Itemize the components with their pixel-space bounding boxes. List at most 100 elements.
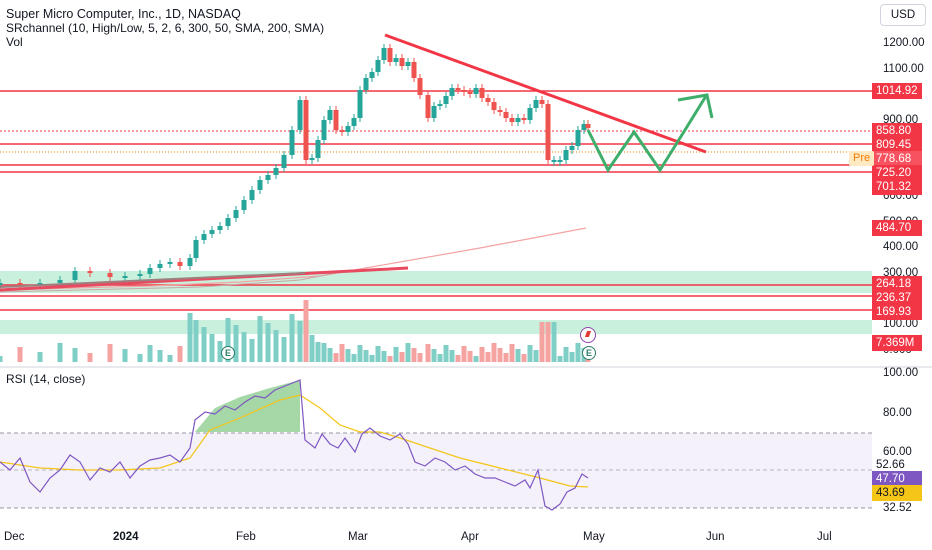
volume-bar xyxy=(363,350,369,362)
volume-bar xyxy=(87,353,93,362)
news-flash-icon[interactable] xyxy=(580,327,596,343)
rsi-tick: 80.00 xyxy=(883,407,912,419)
volume-indicator[interactable]: Vol xyxy=(6,35,23,49)
candle xyxy=(369,72,375,78)
projected-arrow-head xyxy=(677,93,714,119)
volume-bar xyxy=(479,347,485,362)
date-tick: Jul xyxy=(817,531,832,543)
candle xyxy=(209,230,215,234)
sr-channel-indicator[interactable]: SRchannel (10, High/Low, 5, 2, 6, 300, 5… xyxy=(6,21,325,35)
volume-bar xyxy=(289,314,295,362)
candle xyxy=(467,92,473,94)
candle xyxy=(387,48,393,62)
date-tick: May xyxy=(583,531,605,543)
volume-bar xyxy=(57,343,63,362)
earnings-icon[interactable]: E xyxy=(582,346,596,360)
volume-bar xyxy=(551,322,557,362)
chart-title[interactable]: Super Micro Computer, Inc., 1D, NASDAQ xyxy=(6,7,241,21)
rsi-label-52: 52.66 xyxy=(876,459,905,471)
price-tick: 1200.00 xyxy=(883,37,925,49)
volume-bar xyxy=(257,316,263,362)
candle xyxy=(257,180,263,190)
volume-bar xyxy=(411,348,417,362)
volume-bar xyxy=(345,349,351,362)
candle xyxy=(351,118,357,126)
date-tick: Dec xyxy=(4,531,25,543)
volume-bar xyxy=(265,323,271,362)
candle xyxy=(563,150,569,160)
candle xyxy=(521,118,527,120)
volume-bar xyxy=(281,337,287,362)
volume-bar xyxy=(467,351,473,362)
projected-path[interactable] xyxy=(586,95,708,173)
rsi-overbought-fill xyxy=(195,380,300,432)
volume-bar xyxy=(417,353,423,362)
volume-bar xyxy=(339,344,345,362)
candle xyxy=(455,88,461,90)
volume-bar xyxy=(315,342,321,362)
descending-trendline[interactable] xyxy=(384,33,707,154)
candle xyxy=(327,110,333,120)
rsi-label-43: 43.69 xyxy=(872,485,922,501)
volume-bar xyxy=(393,347,399,362)
candle xyxy=(289,130,295,155)
price-label-484: 484.70 xyxy=(872,220,922,236)
rising-trendline[interactable] xyxy=(0,266,409,292)
candle xyxy=(107,273,113,277)
date-tick: Jun xyxy=(706,531,725,543)
earnings-icon[interactable]: E xyxy=(221,346,235,360)
volume-bar xyxy=(369,355,375,362)
candle xyxy=(411,62,417,78)
volume-bar xyxy=(437,354,443,362)
volume-bar xyxy=(461,346,467,362)
volume-bar xyxy=(241,332,247,362)
volume-bar xyxy=(545,322,551,362)
rsi-title[interactable]: RSI (14, close) xyxy=(6,372,86,386)
candle xyxy=(233,210,239,218)
volume-bar xyxy=(521,354,527,362)
candle xyxy=(449,88,455,96)
volume-bar xyxy=(72,348,78,362)
candle xyxy=(515,118,521,122)
volume-bar xyxy=(167,355,173,362)
volume-bar xyxy=(563,347,569,362)
candle xyxy=(443,96,449,104)
candle xyxy=(461,90,467,92)
candle xyxy=(177,262,183,266)
volume-bar xyxy=(201,327,207,362)
candle xyxy=(425,95,431,118)
candle xyxy=(122,276,128,278)
volume-bar xyxy=(37,352,43,362)
price-label-778: 778.68 xyxy=(872,151,922,167)
date-tick: Feb xyxy=(236,531,256,543)
candle xyxy=(491,102,497,110)
candle xyxy=(201,234,207,240)
candle xyxy=(87,271,93,273)
volume-bar xyxy=(425,344,431,362)
volume-bar xyxy=(575,343,581,362)
candle xyxy=(137,274,143,276)
candle xyxy=(473,88,479,94)
rsi-tick: 32.52 xyxy=(883,502,912,514)
volume-bar xyxy=(107,344,113,362)
candle xyxy=(497,110,503,112)
volume-bar xyxy=(399,352,405,362)
volume-bar xyxy=(539,322,545,362)
candle xyxy=(297,100,303,130)
candle xyxy=(437,104,443,106)
volume-bar xyxy=(225,318,231,362)
volume-bar xyxy=(449,350,455,362)
candle xyxy=(303,100,309,160)
volume-bar xyxy=(217,341,223,362)
volume-bar xyxy=(157,350,163,362)
volume-bar xyxy=(137,354,143,362)
support-zone-lower xyxy=(0,320,872,334)
sma-200-line xyxy=(0,269,351,293)
volume-bar xyxy=(273,330,279,362)
volume-bar xyxy=(249,339,255,362)
volume-bar xyxy=(509,344,515,362)
volume-bar xyxy=(0,356,3,362)
volume-bar xyxy=(333,353,339,362)
currency-button[interactable]: USD xyxy=(880,4,926,26)
